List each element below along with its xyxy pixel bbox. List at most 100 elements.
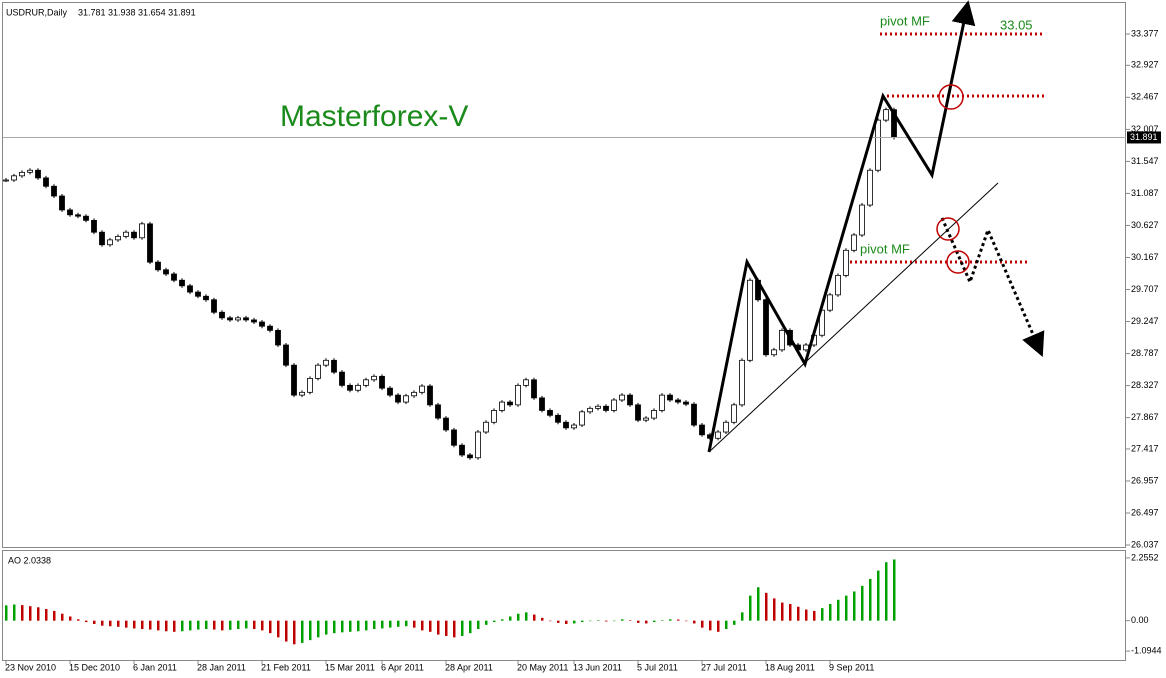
- y-tick-label: 33.377: [1131, 28, 1159, 38]
- ao-bar: [13, 604, 16, 621]
- ao-bar: [637, 620, 640, 623]
- candle-body: [339, 371, 345, 386]
- ao-bar: [205, 620, 208, 630]
- ao-bar: [845, 595, 848, 621]
- ao-bar: [461, 620, 464, 636]
- candle-body: [859, 204, 865, 236]
- ao-bar: [413, 620, 416, 628]
- ao-bar: [253, 620, 256, 630]
- ao-bar: [77, 619, 80, 621]
- ao-bar: [53, 610, 56, 621]
- ao-bar: [885, 562, 888, 621]
- ao-bar: [605, 620, 608, 622]
- y-tick-label: 28.787: [1131, 348, 1159, 358]
- ao-bar: [709, 620, 712, 631]
- ao-bar: [813, 610, 816, 621]
- x-tick-label: 13 Jun 2011: [573, 662, 622, 672]
- ao-bar: [333, 620, 336, 634]
- candle-body: [211, 299, 217, 313]
- candle-body: [115, 235, 121, 241]
- candle-body: [259, 321, 265, 327]
- y-tick-label: 32.007: [1131, 124, 1159, 134]
- y-tick-label: 30.627: [1131, 220, 1159, 230]
- ao-bar: [469, 620, 472, 634]
- pivot-label: pivot MF: [860, 241, 910, 256]
- zigzag-arrow: [707, 0, 976, 453]
- candle-body: [555, 414, 561, 423]
- x-tick-label: 6 Jan 2011: [133, 662, 177, 672]
- ao-bar: [477, 620, 480, 630]
- x-tick-label: 28 Apr 2011: [445, 662, 493, 672]
- candle-body: [747, 279, 753, 361]
- candle-body: [179, 279, 185, 287]
- candle-body: [227, 317, 233, 321]
- ao-bar: [797, 606, 800, 621]
- last-price-box: [1127, 131, 1161, 144]
- candle-body: [715, 431, 721, 439]
- candle-body: [699, 424, 705, 436]
- ao-bar: [501, 619, 504, 621]
- candle-body: [371, 375, 377, 381]
- candle-body: [355, 384, 361, 391]
- ao-bar: [861, 585, 864, 621]
- candle-body: [67, 209, 73, 216]
- ao-bar: [365, 620, 368, 631]
- candle-body: [155, 261, 161, 271]
- candle-body: [619, 394, 625, 401]
- y-tick-label: 28.327: [1131, 380, 1159, 390]
- candle-body: [203, 295, 209, 301]
- ao-bar: [221, 620, 224, 631]
- ao-bar: [549, 620, 552, 622]
- ao-title: AO 2.0338: [8, 555, 51, 565]
- y-tick-label: 27.417: [1131, 443, 1159, 453]
- ao-bar: [733, 620, 736, 625]
- y-tick-label: 2.2552: [1131, 552, 1159, 562]
- y-tick-label: 29.247: [1131, 316, 1159, 326]
- candle-body: [467, 454, 473, 459]
- ao-bar: [261, 620, 264, 631]
- y-tick-label: 31.547: [1131, 156, 1159, 166]
- ao-bar: [405, 620, 408, 627]
- ao-bar: [149, 620, 152, 630]
- ao-bar: [5, 605, 8, 621]
- candle-body: [771, 349, 777, 356]
- x-tick-label: 9 Sep 2011: [829, 662, 874, 672]
- ao-bar: [765, 592, 768, 621]
- ao-bar: [629, 620, 632, 621]
- candle-body: [323, 359, 329, 366]
- candle-body: [379, 375, 385, 389]
- y-tick-label: 26.497: [1131, 507, 1159, 517]
- candle-body: [427, 385, 433, 406]
- candle-body: [419, 385, 425, 393]
- y-tick-label: 30.167: [1131, 252, 1159, 262]
- candle-body: [163, 269, 169, 275]
- ao-bar: [741, 612, 744, 621]
- candle-body: [91, 219, 97, 233]
- candle-body: [843, 249, 849, 276]
- circle-marker: [936, 217, 960, 241]
- x-tick-label: 20 May 2011: [517, 662, 568, 672]
- candle-body: [75, 214, 81, 217]
- candle-body: [147, 223, 153, 263]
- ao-bar: [653, 620, 656, 623]
- candle-body: [363, 379, 369, 386]
- ao-bar: [717, 620, 720, 632]
- ao-bar: [445, 620, 448, 636]
- candle-body: [275, 329, 281, 346]
- candle-body: [459, 444, 465, 456]
- ao-bar: [173, 620, 176, 632]
- ao-bar: [373, 620, 376, 630]
- candle-body: [307, 378, 313, 393]
- ao-bar: [557, 620, 560, 623]
- ao-bar: [613, 620, 616, 622]
- candle-body: [283, 344, 289, 366]
- candle-body: [19, 171, 25, 177]
- watermark: Masterforex-V: [280, 100, 468, 133]
- candle-body: [35, 169, 41, 179]
- ao-bar: [21, 605, 24, 621]
- x-tick-label: 28 Jan 2011: [197, 662, 246, 672]
- ao-bar: [453, 620, 456, 638]
